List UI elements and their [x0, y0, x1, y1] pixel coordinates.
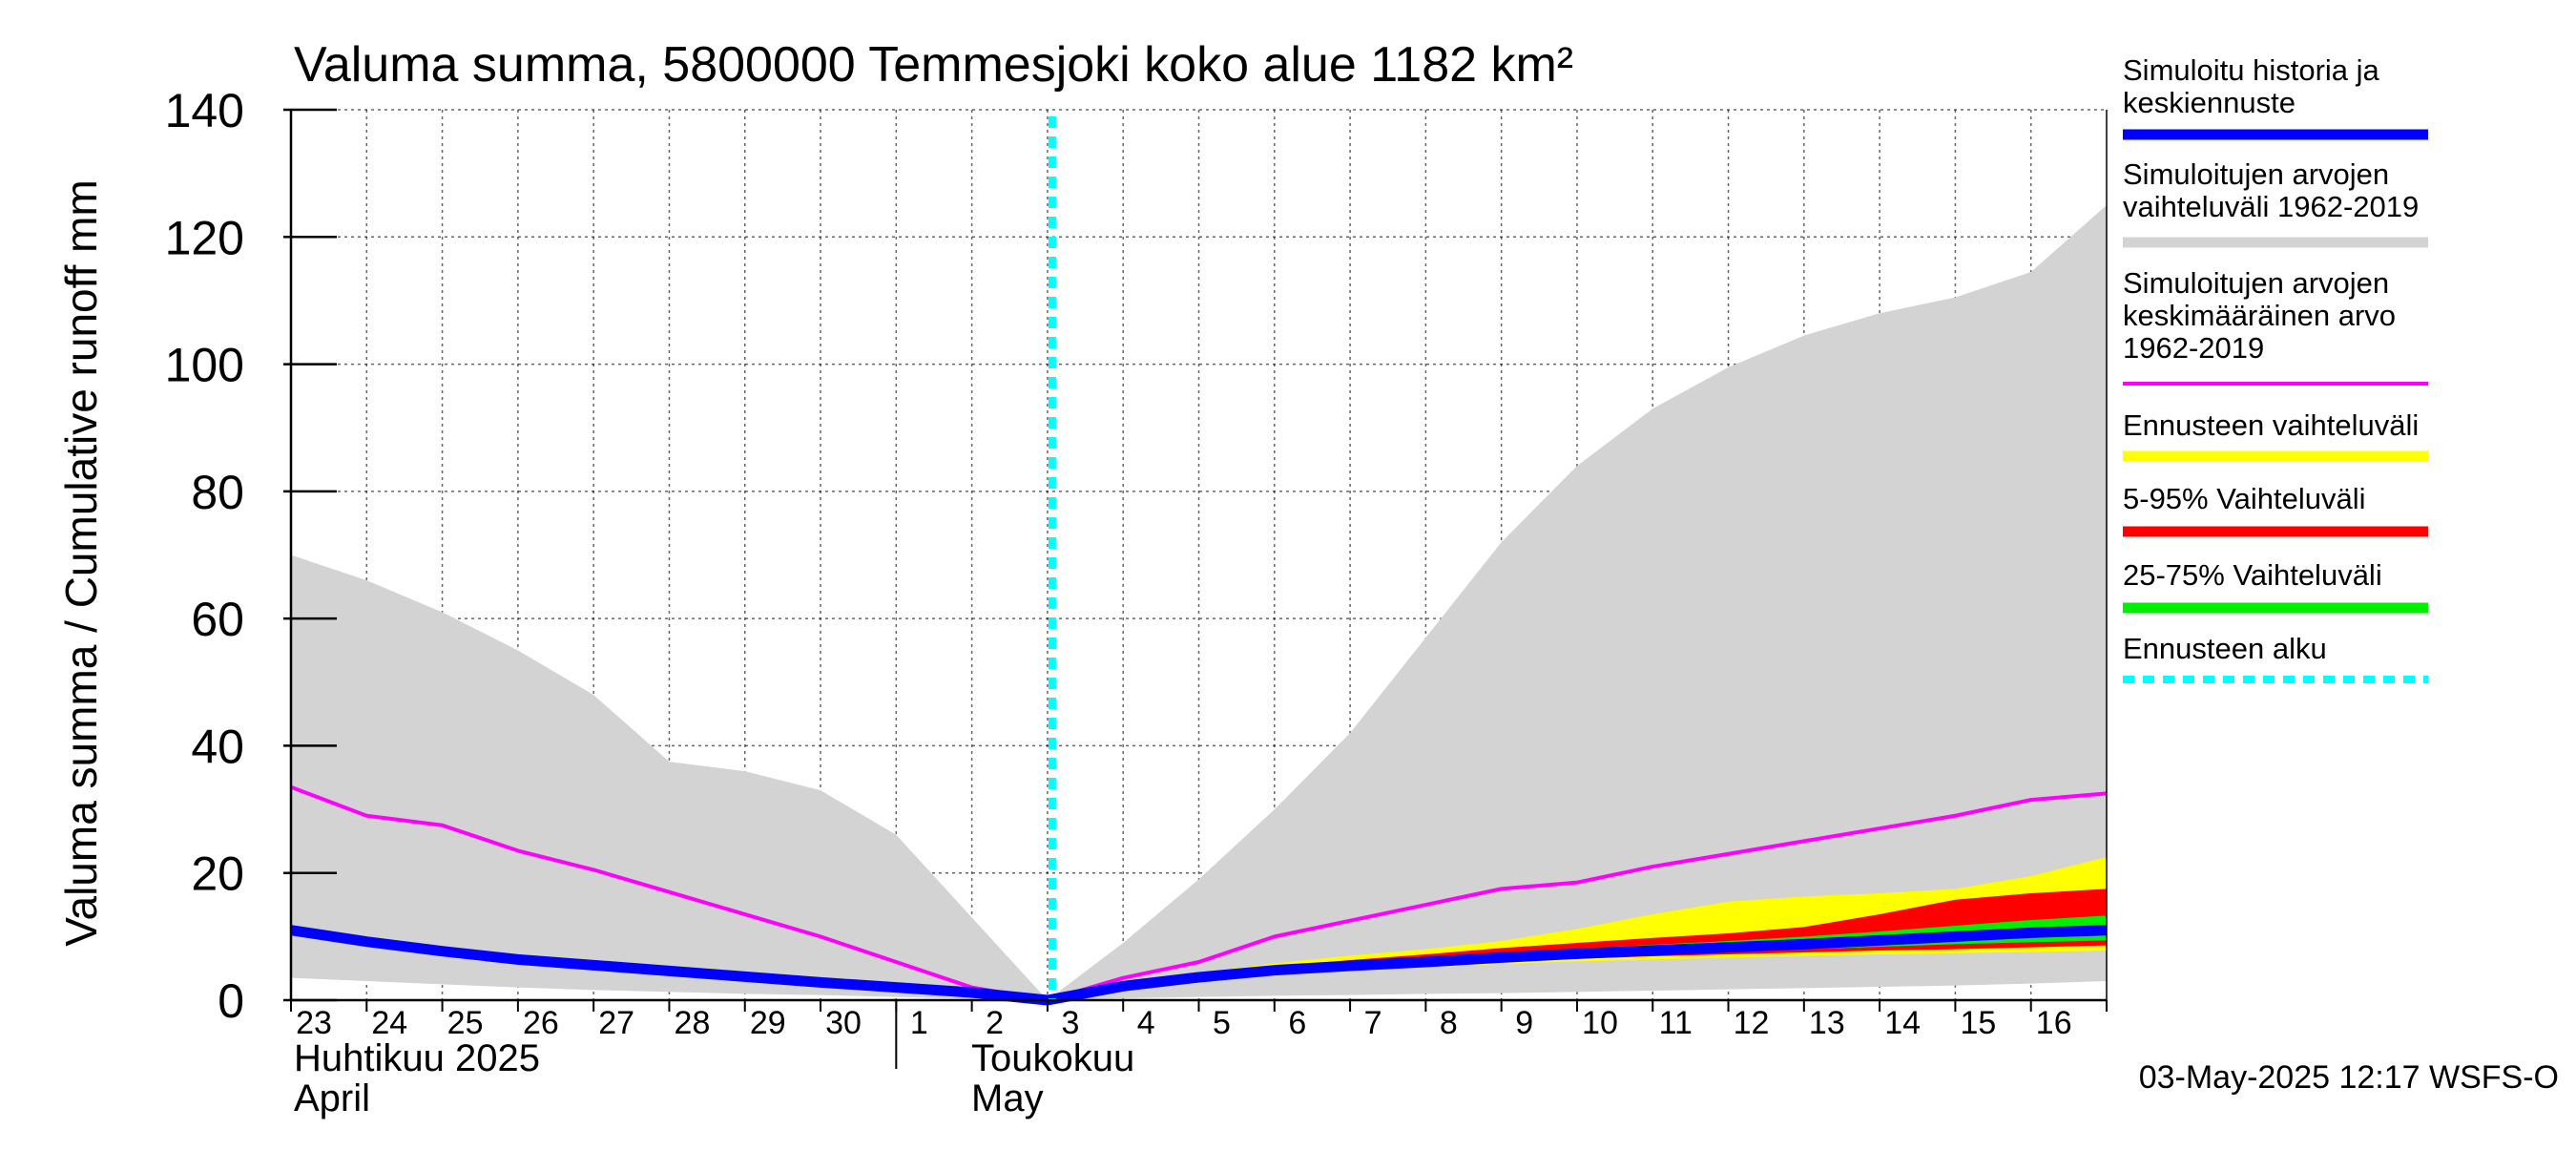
month-label-en: April: [294, 1077, 370, 1119]
x-tick-label: 4: [1137, 1005, 1155, 1041]
x-tick-label: 16: [2036, 1005, 2072, 1041]
x-tick-label: 3: [1061, 1005, 1079, 1041]
y-tick-label: 20: [191, 847, 244, 901]
band-area: [1047, 915, 2107, 1000]
series-line: [290, 784, 2108, 1002]
x-tick-label: 9: [1515, 1005, 1533, 1041]
legend-label: Ennusteen alku: [2123, 632, 2327, 665]
x-tick-label: 14: [1884, 1005, 1921, 1041]
legend-label: Simuloitujen arvojen: [2123, 157, 2389, 191]
x-tick-label: 7: [1364, 1005, 1382, 1041]
band-area: [291, 204, 2107, 1000]
y-tick-label: 60: [191, 593, 244, 646]
y-tick-label: 80: [191, 466, 244, 519]
y-axis-label: Valuma summa / Cumulative runoff mm: [56, 179, 106, 947]
x-tick-label: 1: [910, 1005, 928, 1041]
x-tick-label: 15: [1961, 1005, 1997, 1041]
legend-label: keskimääräinen arvo: [2123, 299, 2396, 332]
legend-label: 5-95% Vaihteluväli: [2123, 482, 2365, 515]
chart-title: Valuma summa, 5800000 Temmesjoki koko al…: [294, 37, 1573, 93]
band-area: [1047, 889, 2107, 1000]
y-tick-label: 40: [191, 720, 244, 773]
x-tick-label: 2: [986, 1005, 1004, 1041]
month-label-en: May: [971, 1077, 1044, 1119]
legend-label: 1962-2019: [2123, 331, 2264, 365]
x-tick-label: 12: [1734, 1005, 1770, 1041]
x-tick-label: 6: [1288, 1005, 1306, 1041]
y-tick-label: 140: [165, 84, 244, 137]
legend-label: 25-75% Vaihteluväli: [2123, 558, 2382, 592]
series-line: [290, 925, 2108, 1006]
y-tick-label: 120: [165, 211, 244, 264]
month-label-fi: Huhtikuu 2025: [294, 1037, 540, 1079]
x-tick-label: 29: [750, 1005, 786, 1041]
x-tick-label: 27: [598, 1005, 634, 1041]
x-tick-label: 30: [825, 1005, 862, 1041]
legend-label: Simuloitu historia ja: [2123, 53, 2380, 87]
x-tick-label: 25: [447, 1005, 484, 1041]
x-tick-label: 24: [371, 1005, 407, 1041]
legend-label: Simuloitujen arvojen: [2123, 266, 2389, 300]
x-tick-label: 28: [675, 1005, 711, 1041]
x-tick-label: 10: [1582, 1005, 1618, 1041]
x-tick-label: 13: [1809, 1005, 1845, 1041]
x-tick-label: 5: [1213, 1005, 1231, 1041]
legend-label: Ennusteen vaihteluväli: [2123, 408, 2419, 442]
x-tick-label: 8: [1440, 1005, 1458, 1041]
x-tick-label: 23: [296, 1005, 332, 1041]
month-label-fi: Toukokuu: [971, 1037, 1134, 1079]
y-tick-label: 100: [165, 339, 244, 392]
x-tick-label: 26: [523, 1005, 559, 1041]
legend-label: vaihteluväli 1962-2019: [2123, 190, 2419, 223]
series-layer: [290, 116, 2108, 1006]
y-tick-label: 0: [218, 974, 244, 1028]
timestamp: 03-May-2025 12:17 WSFS-O: [2139, 1059, 2559, 1096]
x-tick-label: 11: [1659, 1005, 1693, 1041]
legend-label: keskiennuste: [2123, 86, 2296, 119]
